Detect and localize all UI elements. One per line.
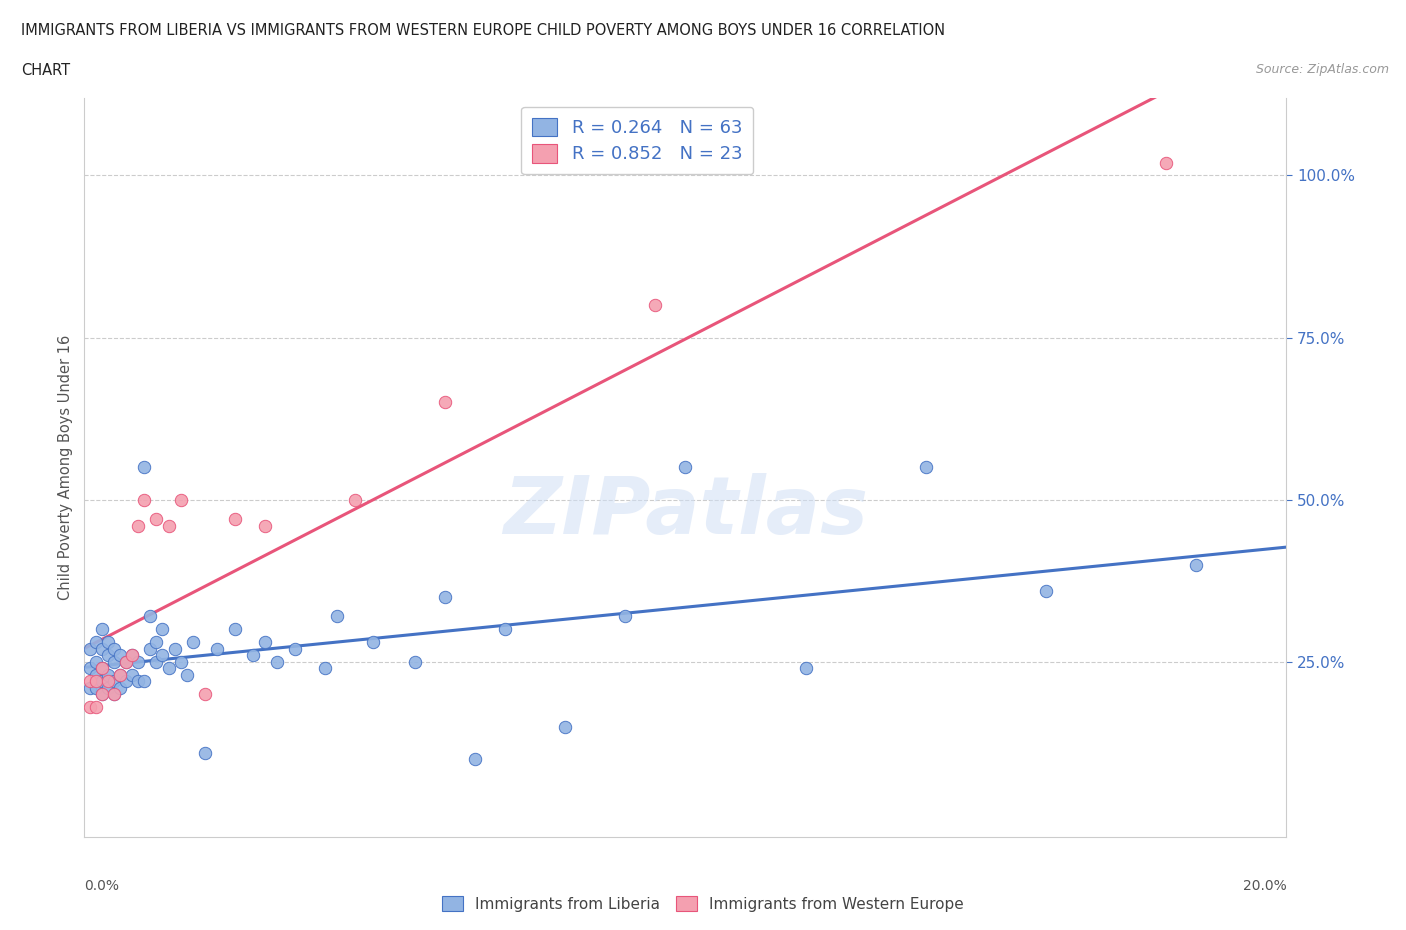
Point: [86, 655, 108, 670]
Point: [915, 460, 938, 474]
Point: [163, 642, 186, 657]
Point: [86, 635, 108, 650]
Point: [97, 681, 120, 696]
Point: [266, 655, 288, 670]
Point: [361, 635, 384, 650]
Point: [103, 642, 125, 657]
Point: [224, 622, 246, 637]
Point: [1035, 583, 1057, 598]
Point: [1185, 557, 1208, 572]
Point: [194, 745, 217, 760]
Point: [253, 635, 276, 650]
Point: [127, 655, 149, 670]
Point: [103, 674, 125, 689]
Point: [121, 648, 143, 663]
Point: [79, 674, 101, 689]
Point: [139, 642, 162, 657]
Point: [103, 655, 125, 670]
Point: [181, 635, 204, 650]
Point: [91, 674, 114, 689]
Point: [464, 751, 486, 766]
Point: [79, 661, 101, 676]
Point: [1156, 155, 1178, 170]
Point: [115, 655, 138, 670]
Point: [169, 655, 191, 670]
Point: [139, 609, 162, 624]
Y-axis label: Child Poverty Among Boys Under 16: Child Poverty Among Boys Under 16: [58, 335, 73, 600]
Point: [110, 668, 132, 683]
Point: [97, 635, 120, 650]
Point: [194, 687, 217, 702]
Point: [91, 661, 114, 676]
Text: 20.0%: 20.0%: [1243, 879, 1286, 893]
Point: [326, 609, 349, 624]
Point: [121, 648, 143, 663]
Point: [121, 668, 143, 683]
Point: [110, 681, 132, 696]
Point: [152, 648, 174, 663]
Point: [91, 687, 114, 702]
Point: [157, 518, 180, 533]
Point: [404, 655, 426, 670]
Point: [79, 700, 101, 715]
Legend: Immigrants from Liberia, Immigrants from Western Europe: Immigrants from Liberia, Immigrants from…: [436, 889, 970, 918]
Point: [134, 460, 156, 474]
Point: [86, 700, 108, 715]
Point: [145, 655, 167, 670]
Point: [86, 668, 108, 683]
Point: [494, 622, 516, 637]
Point: [97, 668, 120, 683]
Point: [152, 622, 174, 637]
Point: [110, 668, 132, 683]
Point: [110, 648, 132, 663]
Point: [86, 681, 108, 696]
Point: [127, 674, 149, 689]
Point: [145, 635, 167, 650]
Point: [91, 642, 114, 657]
Point: [86, 674, 108, 689]
Text: CHART: CHART: [21, 63, 70, 78]
Point: [127, 518, 149, 533]
Point: [115, 674, 138, 689]
Point: [253, 518, 276, 533]
Point: [134, 674, 156, 689]
Point: [242, 648, 264, 663]
Point: [157, 661, 180, 676]
Point: [284, 642, 307, 657]
Point: [134, 492, 156, 507]
Point: [103, 687, 125, 702]
Point: [224, 512, 246, 526]
Point: [314, 661, 336, 676]
Point: [434, 590, 457, 604]
Point: [644, 298, 666, 312]
Point: [79, 642, 101, 657]
Point: [675, 460, 697, 474]
Point: [343, 492, 366, 507]
Point: [115, 655, 138, 670]
Point: [145, 512, 167, 526]
Point: [91, 622, 114, 637]
Point: [794, 661, 817, 676]
Point: [103, 687, 125, 702]
Point: [176, 668, 198, 683]
Point: [91, 661, 114, 676]
Text: 0.0%: 0.0%: [84, 879, 120, 893]
Point: [554, 719, 576, 734]
Point: [614, 609, 637, 624]
Text: ZIPatlas: ZIPatlas: [503, 472, 868, 551]
Text: IMMIGRANTS FROM LIBERIA VS IMMIGRANTS FROM WESTERN EUROPE CHILD POVERTY AMONG BO: IMMIGRANTS FROM LIBERIA VS IMMIGRANTS FR…: [21, 23, 945, 38]
Point: [97, 674, 120, 689]
Point: [79, 681, 101, 696]
Legend: R = 0.264   N = 63, R = 0.852   N = 23: R = 0.264 N = 63, R = 0.852 N = 23: [522, 107, 754, 174]
Point: [97, 648, 120, 663]
Point: [205, 642, 228, 657]
Text: Source: ZipAtlas.com: Source: ZipAtlas.com: [1256, 63, 1389, 76]
Point: [169, 492, 191, 507]
Point: [434, 395, 457, 410]
Point: [91, 687, 114, 702]
